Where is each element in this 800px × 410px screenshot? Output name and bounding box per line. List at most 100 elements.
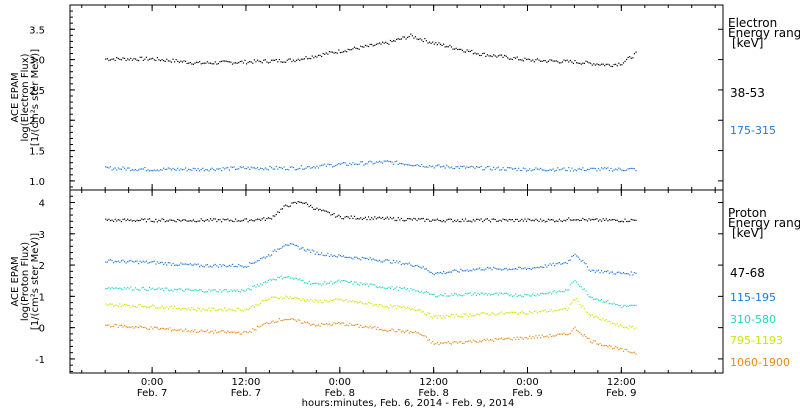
- data-point: [493, 218, 495, 220]
- data-point: [596, 170, 598, 172]
- data-point: [235, 62, 237, 64]
- data-point: [619, 64, 621, 66]
- x-tick-date: Feb. 9: [512, 388, 542, 399]
- data-point: [475, 268, 478, 270]
- data-point: [270, 218, 273, 220]
- data-point: [292, 166, 295, 169]
- data-point: [158, 287, 160, 289]
- data-point: [328, 255, 331, 257]
- data-point: [469, 220, 471, 222]
- data-point: [252, 262, 254, 264]
- data-point: [358, 163, 360, 165]
- data-point: [458, 167, 460, 170]
- data-point: [482, 169, 484, 171]
- data-point: [616, 169, 618, 171]
- data-point: [610, 271, 612, 273]
- data-point: [635, 219, 637, 221]
- data-point: [424, 313, 426, 315]
- data-point: [464, 292, 467, 295]
- data-point: [419, 218, 421, 220]
- data-point: [219, 219, 221, 221]
- data-point: [566, 218, 568, 221]
- data-point: [432, 165, 434, 167]
- data-point: [297, 279, 299, 281]
- data-point: [125, 326, 127, 328]
- data-point: [432, 293, 434, 296]
- data-point: [353, 324, 356, 327]
- data-point: [120, 306, 123, 308]
- data-point: [461, 316, 463, 318]
- legend-item-115-195: 115-195: [730, 291, 776, 304]
- data-point: [391, 306, 393, 308]
- data-point: [463, 220, 465, 222]
- data-point: [499, 312, 501, 314]
- data-point: [586, 168, 589, 170]
- data-point: [199, 60, 201, 63]
- data-point: [199, 330, 201, 332]
- data-point: [621, 306, 623, 309]
- data-point: [266, 217, 268, 220]
- data-point: [405, 288, 407, 291]
- data-point: [378, 286, 381, 288]
- data-point: [632, 352, 634, 354]
- data-point: [152, 304, 154, 306]
- data-point: [367, 327, 370, 329]
- data-point: [433, 219, 435, 221]
- data-point: [380, 304, 382, 306]
- data-point: [136, 169, 138, 172]
- data-point: [510, 219, 512, 221]
- data-point: [274, 321, 276, 324]
- data-point: [554, 60, 556, 62]
- data-point: [144, 326, 146, 328]
- data-point: [468, 270, 470, 272]
- data-point: [134, 58, 137, 60]
- data-point: [596, 218, 598, 220]
- data-point: [130, 286, 132, 288]
- data-point: [261, 324, 263, 326]
- data-point: [450, 343, 453, 345]
- data-point: [468, 340, 470, 342]
- data-point: [116, 220, 118, 222]
- data-point: [353, 301, 356, 303]
- data-point: [244, 308, 246, 310]
- data-point: [552, 335, 554, 337]
- data-point: [241, 265, 243, 267]
- data-point: [296, 297, 298, 299]
- data-point: [579, 168, 581, 170]
- data-point: [277, 248, 279, 250]
- data-point: [358, 258, 360, 260]
- data-point: [244, 167, 246, 170]
- data-point: [120, 288, 123, 290]
- data-point: [108, 324, 110, 326]
- data-point: [497, 338, 499, 340]
- data-point: [267, 298, 270, 300]
- data-point: [125, 59, 127, 62]
- data-point: [385, 329, 387, 331]
- data-point: [482, 220, 484, 223]
- data-point: [156, 169, 159, 171]
- data-point: [155, 59, 157, 62]
- data-point: [353, 163, 356, 165]
- data-point: [514, 312, 517, 314]
- data-point: [208, 266, 210, 268]
- data-point: [277, 61, 279, 63]
- data-point: [377, 260, 379, 262]
- data-point: [540, 167, 542, 170]
- data-point: [161, 287, 163, 290]
- data-point: [377, 217, 379, 219]
- data-point: [372, 305, 374, 307]
- data-point: [627, 273, 629, 275]
- data-point: [464, 167, 467, 169]
- data-point: [213, 63, 215, 65]
- data-point: [561, 168, 564, 170]
- data-point: [131, 305, 133, 307]
- data-point: [486, 266, 489, 269]
- data-point: [513, 168, 515, 170]
- data-point: [372, 258, 374, 260]
- data-point: [597, 343, 600, 346]
- data-point: [441, 294, 443, 297]
- data-point: [610, 219, 612, 221]
- data-point: [543, 169, 545, 171]
- data-point: [150, 170, 152, 172]
